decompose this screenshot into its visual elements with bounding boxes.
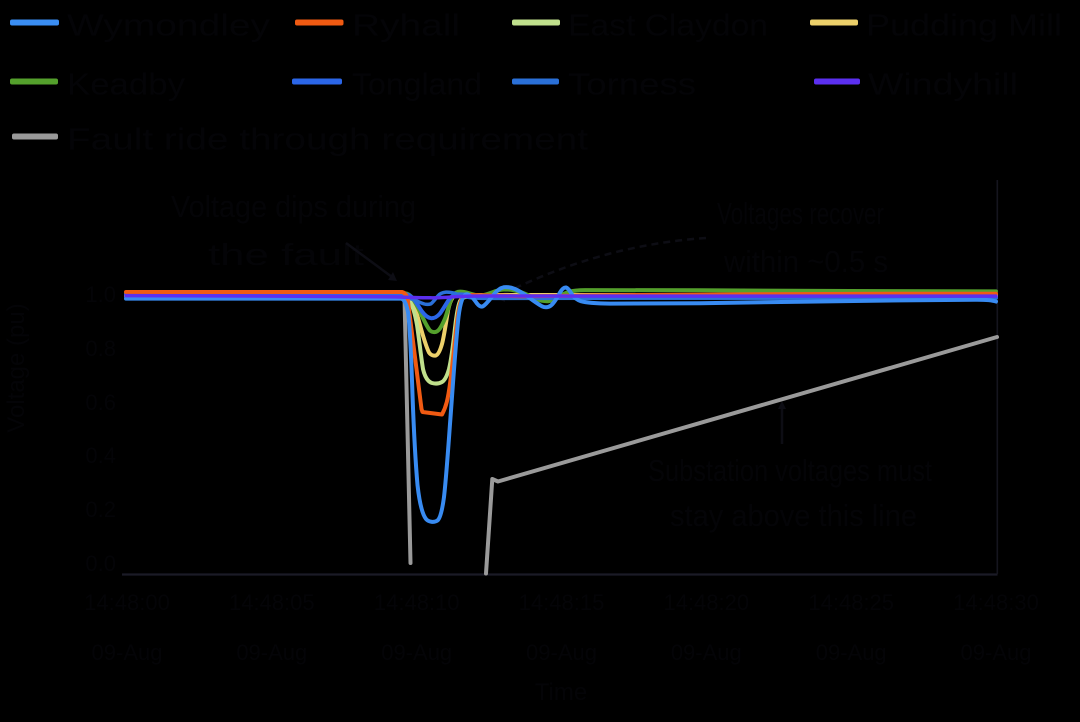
svg-text:1.0: 1.0 [85, 282, 116, 307]
svg-text:Voltage (pu): Voltage (pu) [3, 303, 30, 432]
svg-text:Windyhill: Windyhill [868, 67, 1018, 102]
svg-text:Tongland: Tongland [352, 67, 482, 102]
svg-text:East Claydon: East Claydon [568, 8, 768, 43]
svg-text:0.8: 0.8 [85, 336, 116, 361]
svg-text:Keadby: Keadby [67, 67, 186, 102]
svg-text:Voltage dips during: Voltage dips during [171, 189, 416, 224]
svg-text:Ryhall: Ryhall [352, 8, 460, 43]
svg-text:09-Aug: 09-Aug [526, 640, 597, 665]
svg-text:0.2: 0.2 [85, 497, 116, 522]
svg-text:Torness: Torness [568, 67, 696, 102]
svg-text:Pudding Mill: Pudding Mill [866, 8, 1062, 43]
svg-text:14:48:00: 14:48:00 [84, 590, 170, 615]
svg-text:14:48:25: 14:48:25 [808, 590, 894, 615]
svg-text:14:48:20: 14:48:20 [663, 590, 749, 615]
svg-text:Wymondley: Wymondley [67, 8, 271, 43]
svg-text:stay above this line: stay above this line [670, 498, 917, 533]
svg-text:Voltages recover: Voltages recover [717, 196, 884, 231]
svg-text:09-Aug: 09-Aug [236, 640, 307, 665]
svg-text:09-Aug: 09-Aug [381, 640, 452, 665]
svg-text:14:48:10: 14:48:10 [374, 590, 460, 615]
svg-text:14:48:15: 14:48:15 [519, 590, 605, 615]
svg-text:09-Aug: 09-Aug [816, 640, 887, 665]
svg-text:Time: Time [535, 679, 587, 706]
svg-text:0.0: 0.0 [85, 551, 116, 576]
svg-text:14:48:05: 14:48:05 [229, 590, 315, 615]
svg-text:0.4: 0.4 [85, 443, 116, 468]
svg-text:14:48:30: 14:48:30 [953, 590, 1039, 615]
svg-text:09-Aug: 09-Aug [961, 640, 1032, 665]
svg-text:09-Aug: 09-Aug [92, 640, 163, 665]
svg-text:09-Aug: 09-Aug [671, 640, 742, 665]
svg-text:within ~0.5 s: within ~0.5 s [723, 244, 888, 279]
svg-text:Substation voltages must: Substation voltages must [648, 453, 932, 488]
svg-text:0.6: 0.6 [85, 390, 116, 415]
svg-text:Fault ride through requirement: Fault ride through requirement [67, 122, 588, 157]
svg-text:the fault: the fault [208, 237, 365, 272]
